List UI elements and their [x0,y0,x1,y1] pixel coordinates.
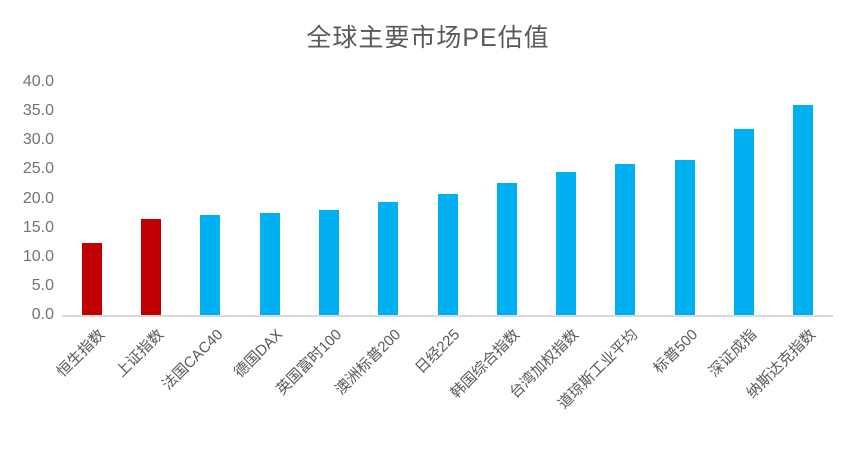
y-tick-label: 25.0 [22,160,54,178]
y-tick-label: 40.0 [22,73,54,90]
y-tick-label: 20.0 [22,189,54,207]
bar [496,182,517,315]
x-axis-label: 上证指数 [112,326,168,381]
y-tick-label: 0.0 [31,306,54,323]
bar [318,209,339,315]
y-tick-label: 35.0 [22,102,54,120]
bar [200,214,221,315]
y-tick-label: 15.0 [22,218,54,236]
bar [259,213,280,315]
bar [674,160,695,315]
x-axis-label: 深证成指 [705,326,761,381]
x-axis-label: 日经225 [412,326,464,378]
y-tick-label: 10.0 [22,247,54,265]
bar [615,164,636,315]
bar [437,193,458,315]
x-axis-labels: 恒生指数 上证指数 法国CAC40 德国DAX 英国富时100 澳洲标普200 日经225 韩… [0,324,856,450]
y-axis-tick-labels: 0.0 5.0 10.0 15.0 20.0 25.0 30.0 35.0 40.0 [0,73,54,323]
x-axis-label: 法国CAC40 [158,326,227,394]
x-axis-label: 德国DAX [230,326,286,382]
bar [556,171,577,315]
bar [140,218,161,315]
bar [81,242,102,315]
bar [793,105,814,315]
y-tick-label: 30.0 [22,131,54,149]
chart-title: 全球主要市场PE估值 [306,24,550,52]
plot-area [62,82,833,317]
bar [378,202,399,315]
y-tick-label: 5.0 [31,276,54,294]
x-axis-label: 标普500 [649,326,701,378]
bar [734,128,755,315]
x-axis-label: 恒生指数 [53,326,108,381]
